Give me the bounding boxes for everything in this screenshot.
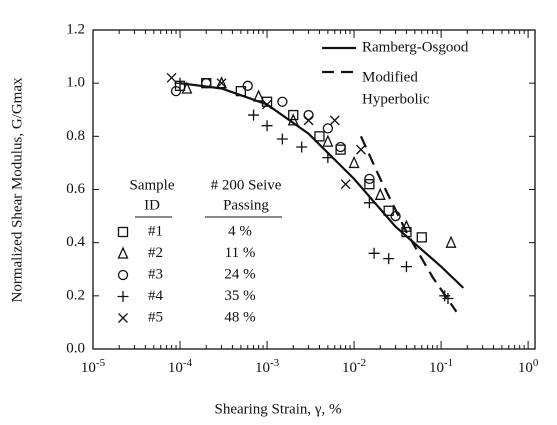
marker xyxy=(364,179,375,190)
marker xyxy=(253,89,265,102)
table-cell: 24 % xyxy=(224,266,255,282)
y-axis-label: Normalized Shear Modulus, G/Gmax xyxy=(9,77,25,302)
x-tick-base: 10 xyxy=(518,360,533,376)
marker xyxy=(242,80,253,91)
y-tick-label: 1.2 xyxy=(66,21,85,37)
marker xyxy=(322,152,334,164)
legend-label: Modified xyxy=(362,69,418,85)
marker xyxy=(400,219,412,232)
legend-label: #2 xyxy=(148,245,163,261)
marker xyxy=(201,78,212,89)
table-header: Sample xyxy=(130,177,175,193)
marker xyxy=(363,197,375,209)
marker xyxy=(400,261,412,273)
x-axis-label: Shearing Strain, γ, % xyxy=(214,401,341,417)
legend-label: #5 xyxy=(148,309,163,325)
x-tick-exponent: -1 xyxy=(444,357,453,369)
legend-label: Hyperbolic xyxy=(362,91,430,107)
legend-label: #4 xyxy=(148,288,164,304)
x-tick-exponent: -3 xyxy=(270,357,280,369)
legend-marker xyxy=(117,269,129,281)
marker xyxy=(248,109,260,121)
y-tick-label: 0.4 xyxy=(66,234,85,250)
x-tick-base: 10 xyxy=(168,360,183,376)
legend-marker xyxy=(117,291,129,302)
table-header: # 200 Seive xyxy=(211,177,282,193)
marker xyxy=(322,123,334,134)
marker xyxy=(355,144,366,155)
legend-marker xyxy=(117,246,129,259)
x-tick-exponent: 0 xyxy=(533,357,539,369)
marker xyxy=(390,210,401,222)
marker xyxy=(442,292,454,304)
legend-marker xyxy=(117,226,129,238)
y-tick-label: 0.0 xyxy=(66,340,85,356)
y-tick-label: 0.2 xyxy=(66,287,85,303)
y-tick-label: 0.8 xyxy=(66,128,85,144)
marker xyxy=(416,232,427,243)
marker xyxy=(296,141,308,153)
table-header: Passing xyxy=(223,197,269,213)
x-tick-base: 10 xyxy=(429,360,444,376)
legend-label: #3 xyxy=(148,266,163,282)
curve xyxy=(179,82,465,289)
table-cell: 11 % xyxy=(225,245,256,261)
x-tick-exponent: -4 xyxy=(183,357,193,369)
marker xyxy=(235,85,246,97)
marker xyxy=(329,115,340,126)
legend-label: #1 xyxy=(148,223,163,239)
marker xyxy=(277,96,288,107)
marker xyxy=(322,134,334,147)
x-tick-label: 10-4 xyxy=(168,357,193,377)
marker xyxy=(287,113,299,126)
marker xyxy=(216,76,228,89)
x-tick-exponent: -2 xyxy=(357,357,366,369)
marker xyxy=(348,155,360,169)
marker xyxy=(383,253,395,265)
table-header: ID xyxy=(144,197,160,213)
marker xyxy=(368,247,380,259)
marker xyxy=(303,115,314,126)
marker xyxy=(303,109,314,121)
x-tick-label: 10-5 xyxy=(81,357,106,377)
x-tick-base: 10 xyxy=(81,360,96,376)
marker xyxy=(335,141,346,153)
marker xyxy=(374,187,386,200)
marker xyxy=(262,99,273,110)
marker xyxy=(364,173,375,185)
marker xyxy=(276,133,288,145)
marker xyxy=(401,226,412,238)
marker xyxy=(383,205,394,216)
x-tick-base: 10 xyxy=(342,360,357,376)
table-cell: 4 % xyxy=(228,223,252,239)
table-cell: 35 % xyxy=(224,288,255,304)
x-tick-base: 10 xyxy=(255,360,270,376)
x-tick-exponent: -5 xyxy=(96,357,106,369)
marker xyxy=(181,81,193,94)
marker xyxy=(216,78,227,89)
marker xyxy=(261,120,273,132)
curve xyxy=(359,135,458,313)
marker xyxy=(314,131,325,142)
marker xyxy=(445,235,457,248)
marker xyxy=(340,179,351,190)
marker xyxy=(170,85,182,97)
x-tick-label: 100 xyxy=(518,357,539,377)
legend-marker xyxy=(118,313,128,323)
x-tick-label: 10-2 xyxy=(342,357,366,377)
marker xyxy=(261,96,273,107)
marker xyxy=(166,72,177,83)
legend-label: Ramberg-Osgood xyxy=(362,39,469,55)
y-tick-label: 1.0 xyxy=(66,75,85,91)
marker xyxy=(335,144,346,155)
x-tick-label: 10-1 xyxy=(429,357,453,377)
marker xyxy=(288,109,299,121)
table-cell: 48 % xyxy=(224,309,255,325)
x-tick-label: 10-3 xyxy=(255,357,280,377)
marker xyxy=(174,77,186,89)
y-tick-label: 0.6 xyxy=(66,181,85,197)
